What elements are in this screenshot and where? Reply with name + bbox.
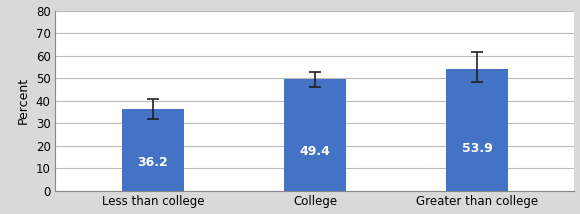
Bar [284, 79, 346, 191]
Text: 36.2: 36.2 [137, 156, 168, 169]
Bar [122, 109, 184, 191]
Bar [447, 69, 508, 191]
Text: 53.9: 53.9 [462, 142, 492, 155]
Text: 49.4: 49.4 [299, 145, 331, 158]
Y-axis label: Percent: Percent [17, 77, 30, 124]
